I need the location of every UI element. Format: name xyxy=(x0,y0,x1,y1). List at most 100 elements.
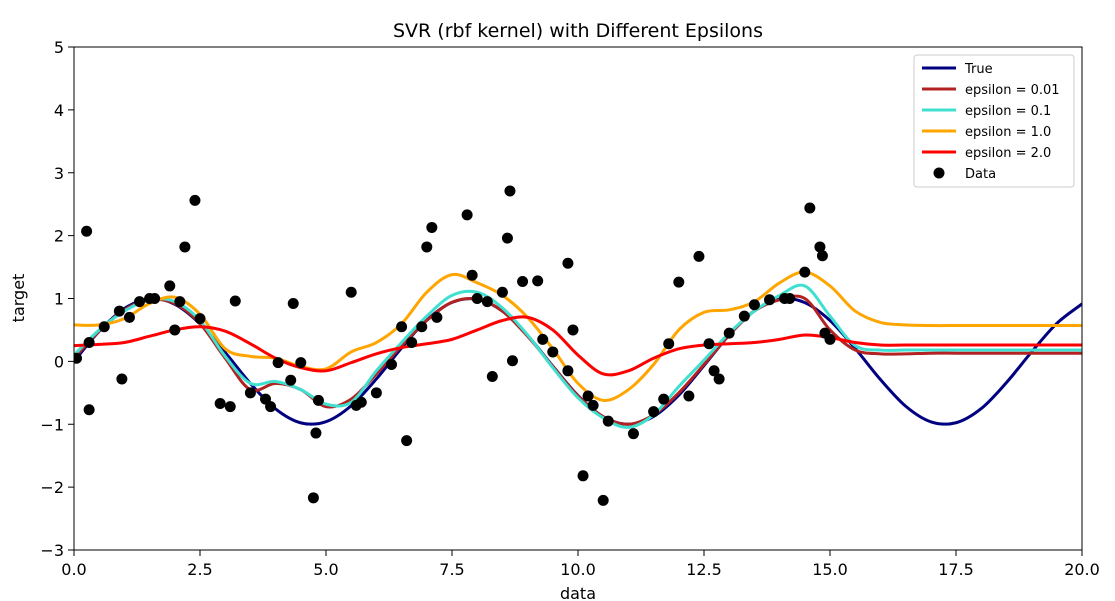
data-point xyxy=(481,296,493,308)
data-point xyxy=(355,396,367,408)
data-point xyxy=(214,398,226,410)
data-point xyxy=(174,296,186,308)
data-point xyxy=(83,404,95,416)
data-point xyxy=(386,359,398,371)
data-point xyxy=(582,390,594,402)
data-point xyxy=(648,406,660,418)
x-tick-label: 17.5 xyxy=(938,560,974,579)
x-tick-label: 7.5 xyxy=(439,560,464,579)
data-point xyxy=(658,393,670,405)
data-point xyxy=(116,373,128,385)
data-point xyxy=(466,269,478,281)
data-point xyxy=(602,415,614,427)
legend-label: True xyxy=(964,62,993,77)
series-line-2 xyxy=(74,283,1082,429)
data-point xyxy=(310,427,322,439)
data-point xyxy=(74,352,83,364)
x-tick-label: 15.0 xyxy=(812,560,848,579)
legend-label: epsilon = 0.01 xyxy=(965,83,1060,98)
data-point xyxy=(708,365,720,377)
data-point xyxy=(179,241,191,253)
data-point xyxy=(149,293,161,304)
data-point xyxy=(295,357,307,369)
data-point xyxy=(426,221,438,233)
y-tick-label: 5 xyxy=(54,38,64,57)
data-point xyxy=(401,435,413,447)
data-point xyxy=(567,324,579,336)
y-axis: −3 −2 −1 0 1 2 3 4 5 xyxy=(40,38,74,560)
data-point xyxy=(816,250,828,262)
x-tick-label: 20.0 xyxy=(1064,560,1100,579)
data-point xyxy=(814,241,826,253)
data-point xyxy=(98,321,110,333)
plot-area xyxy=(74,185,1082,506)
data-point xyxy=(562,365,574,377)
data-point xyxy=(471,293,483,304)
x-tick-label: 12.5 xyxy=(686,560,722,579)
data-point xyxy=(431,311,443,323)
data-point xyxy=(517,276,529,288)
data-point xyxy=(83,337,95,349)
y-tick-label: −1 xyxy=(40,415,64,434)
data-point xyxy=(169,324,181,336)
series-line-4 xyxy=(74,315,1082,377)
data-point xyxy=(683,390,695,402)
y-tick-label: 3 xyxy=(54,164,64,183)
y-tick-label: 4 xyxy=(54,101,64,120)
legend-label: epsilon = 0.1 xyxy=(965,104,1051,119)
data-point xyxy=(764,294,776,306)
data-point xyxy=(164,280,176,292)
data-point xyxy=(663,338,675,350)
data-point xyxy=(134,296,146,308)
legend-label: epsilon = 2.0 xyxy=(965,146,1051,161)
data-point xyxy=(113,305,125,317)
x-axis: 0.0 2.5 5.0 7.5 10.0 12.5 15.0 17.5 20.0 xyxy=(61,550,1100,579)
data-point xyxy=(370,387,382,399)
x-tick-label: 0.0 xyxy=(61,560,86,579)
x-tick-label: 10.0 xyxy=(560,560,596,579)
data-point xyxy=(406,337,418,349)
data-point xyxy=(396,321,408,333)
data-point xyxy=(506,355,518,367)
scatter-layer xyxy=(74,185,836,506)
data-point xyxy=(461,209,473,221)
data-point xyxy=(587,399,599,411)
data-point xyxy=(577,470,589,482)
data-point xyxy=(597,494,609,506)
legend: True epsilon = 0.01 epsilon = 0.1 epsilon =… xyxy=(913,54,1075,188)
data-point xyxy=(81,225,93,237)
data-point xyxy=(804,202,816,214)
data-point xyxy=(547,346,559,358)
data-point xyxy=(265,401,277,413)
data-point xyxy=(345,286,357,298)
data-point xyxy=(784,293,796,304)
data-point xyxy=(738,310,750,322)
data-point xyxy=(496,286,508,298)
data-point xyxy=(532,275,544,287)
data-point xyxy=(713,373,725,385)
y-tick-label: 1 xyxy=(54,290,64,309)
y-tick-label: −3 xyxy=(40,541,64,560)
data-point xyxy=(287,298,299,310)
x-tick-label: 2.5 xyxy=(187,560,212,579)
data-point xyxy=(504,185,516,197)
y-tick-label: −2 xyxy=(40,478,64,497)
data-point xyxy=(748,299,760,311)
data-point xyxy=(123,311,135,323)
chart-title: SVR (rbf kernel) with Different Epsilons xyxy=(393,20,763,42)
data-point xyxy=(486,370,498,382)
y-tick-label: 2 xyxy=(54,227,64,246)
data-point xyxy=(799,266,811,278)
legend-label: Data xyxy=(965,167,996,182)
data-point xyxy=(285,374,297,386)
data-point xyxy=(501,232,513,244)
data-point xyxy=(229,295,241,307)
data-point xyxy=(244,387,256,399)
y-tick-label: 0 xyxy=(54,352,64,371)
data-point xyxy=(673,276,685,288)
data-point xyxy=(194,313,206,325)
data-point xyxy=(416,321,428,333)
series-layer xyxy=(74,270,1082,429)
data-point xyxy=(693,250,705,262)
